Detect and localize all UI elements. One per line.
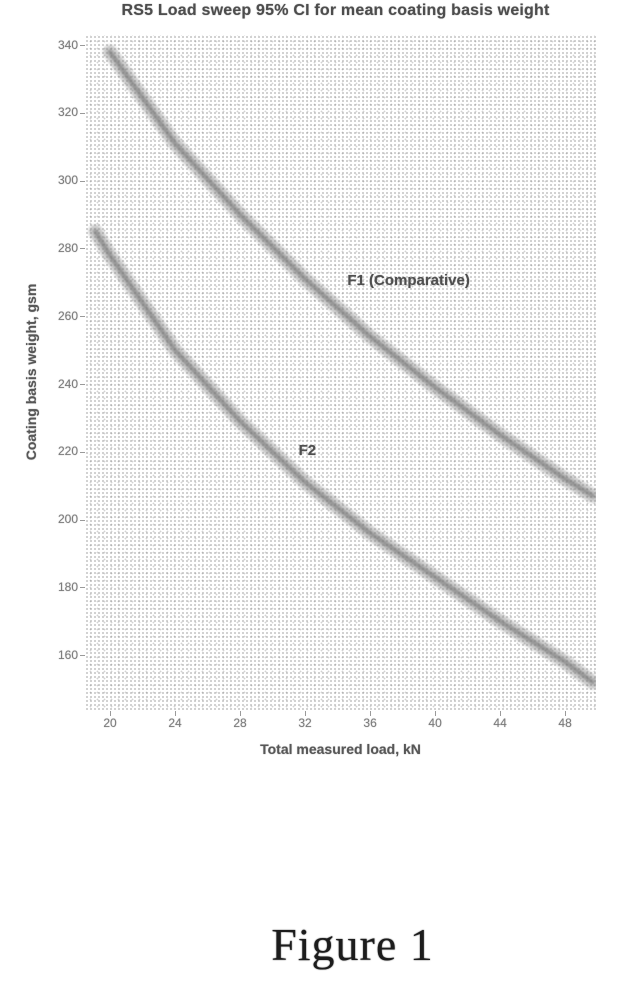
x-tickmark — [240, 711, 242, 716]
x-tick-label-48: 48 — [558, 716, 572, 730]
y-tickmark — [80, 180, 85, 182]
mean-line-f1 — [107, 49, 596, 499]
x-tickmark — [500, 711, 502, 716]
y-tick-label-160: 160 — [57, 647, 78, 662]
mean-line-f2 — [92, 229, 596, 685]
ci-band-f2 — [88, 224, 596, 690]
y-tickmark — [80, 655, 85, 657]
x-tick-label-44: 44 — [493, 716, 507, 730]
y-tick-label-300: 300 — [57, 173, 78, 188]
plot-area — [85, 35, 596, 711]
x-tick-label-20: 20 — [103, 716, 117, 730]
y-tick-label-220: 220 — [57, 444, 78, 459]
x-tick-label-24: 24 — [168, 716, 182, 730]
y-tickmark — [80, 451, 85, 453]
series-label-f2: F2 — [298, 441, 317, 459]
y-tick-label-200: 200 — [57, 512, 78, 527]
y-tick-label-180: 180 — [57, 579, 78, 594]
series-label-f1-comparative: F1 (Comparative) — [347, 272, 470, 290]
y-tick-label-280: 280 — [57, 240, 78, 255]
y-axis-title: Coating basis weight, gsm — [23, 283, 39, 461]
y-tickmark — [80, 248, 85, 250]
y-tick-label-240: 240 — [57, 376, 78, 391]
figure-caption: Figure 1 — [271, 919, 434, 970]
y-tickmark — [80, 519, 85, 521]
y-tick-label-320: 320 — [57, 105, 78, 120]
x-tick-label-36: 36 — [363, 716, 377, 730]
x-tickmark — [110, 711, 112, 716]
y-tickmark — [80, 45, 85, 47]
x-tick-label-40: 40 — [428, 716, 442, 730]
y-tickmark — [80, 316, 85, 318]
y-tick-label-260: 260 — [57, 308, 78, 323]
x-tickmark — [370, 711, 372, 716]
y-tick-label-340: 340 — [57, 37, 78, 52]
x-tick-label-32: 32 — [298, 716, 312, 730]
x-tickmark — [565, 711, 567, 716]
y-tickmark — [80, 112, 85, 114]
x-tick-label-28: 28 — [233, 716, 247, 730]
x-tickmark — [175, 711, 177, 716]
y-tickmark — [80, 384, 85, 385]
ci-bands-canvas — [88, 44, 596, 690]
x-tickmark — [435, 711, 437, 716]
x-axis-title: Total measured load, kN — [260, 741, 421, 757]
y-tickmark — [80, 587, 85, 589]
x-tickmark — [305, 711, 307, 716]
chart-title: RS5 Load sweep 95% CI for mean coating b… — [121, 2, 550, 19]
